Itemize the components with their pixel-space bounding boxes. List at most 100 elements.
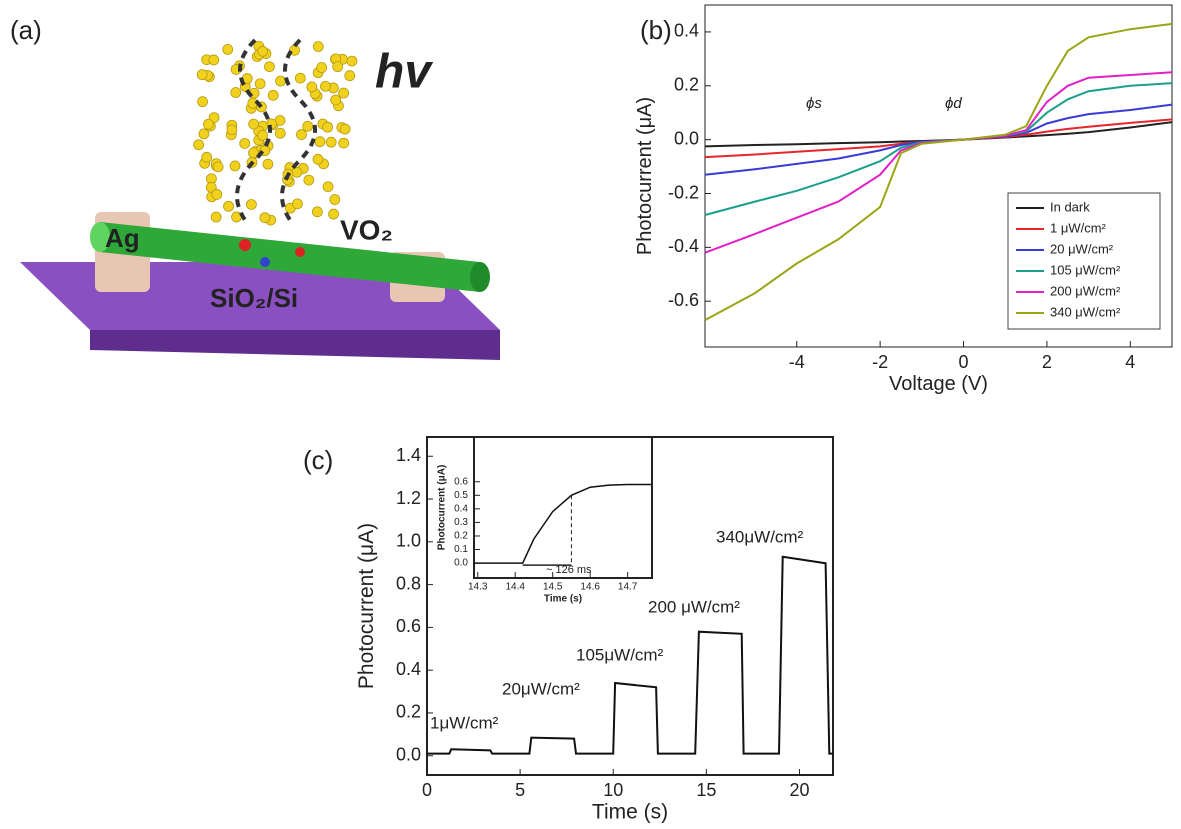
photon — [320, 81, 330, 91]
x-tick-label: 10 — [603, 780, 623, 800]
annotation: 1μW/cm² — [430, 713, 499, 732]
photon — [255, 79, 265, 89]
photon — [307, 82, 317, 92]
photon — [295, 73, 305, 83]
photon — [211, 212, 221, 222]
nanowire-end — [470, 262, 490, 292]
photon — [312, 207, 322, 217]
photon — [339, 138, 349, 148]
annotation: 20μW/cm² — [502, 679, 580, 698]
photon — [276, 76, 286, 86]
photon — [213, 162, 223, 172]
y-tick-label: 0.8 — [396, 573, 421, 593]
photon — [340, 124, 350, 134]
photon — [317, 63, 327, 73]
y-axis-label: Photocurrent (μA) — [634, 97, 656, 255]
photon — [313, 42, 323, 52]
x-tick-label: 4 — [1125, 352, 1135, 372]
ag-label: Ag — [105, 223, 140, 253]
photon — [198, 97, 208, 107]
y-tick-label: 0.6 — [396, 616, 421, 636]
x-tick-label: 0 — [959, 352, 969, 372]
photon — [203, 119, 213, 129]
photon — [296, 130, 306, 140]
x-tick-label: 14.5 — [543, 582, 563, 593]
y-tick-label: 1.2 — [396, 488, 421, 508]
photon — [197, 70, 207, 80]
y-axis-label: Photocurrent (μA) — [437, 465, 448, 551]
annotation: 200 μW/cm² — [648, 597, 740, 616]
photon — [333, 62, 343, 72]
y-tick-label: -0.6 — [668, 290, 699, 310]
photon — [275, 128, 285, 138]
y-tick-label: 0.4 — [454, 503, 468, 514]
hole — [260, 257, 270, 267]
photon — [199, 129, 209, 139]
photon — [303, 121, 313, 131]
y-axis-label: Photocurrent (μA) — [355, 523, 378, 689]
photon — [313, 154, 323, 164]
x-tick-label: 5 — [515, 780, 525, 800]
photon — [223, 44, 233, 54]
x-tick-label: 15 — [696, 780, 716, 800]
photon — [331, 95, 341, 105]
y-tick-label: -0.2 — [668, 182, 699, 202]
substrate-edge — [90, 330, 500, 360]
annotation: 340μW/cm² — [716, 527, 804, 546]
photon — [246, 199, 256, 209]
photon — [240, 138, 250, 148]
y-tick-label: 0.5 — [454, 490, 468, 501]
photon — [330, 195, 340, 205]
y-tick-label: 0.6 — [454, 476, 468, 487]
panel-label: (c) — [303, 445, 333, 475]
x-tick-label: 2 — [1042, 352, 1052, 372]
photons — [194, 41, 357, 225]
photon — [323, 182, 333, 192]
y-tick-label: 1.4 — [396, 445, 421, 465]
photon — [263, 159, 273, 169]
legend-label: 1 μW/cm² — [1050, 220, 1107, 235]
y-tick-label: 0.4 — [396, 659, 421, 679]
y-tick-label: 0.3 — [454, 517, 468, 528]
legend-label: 200 μW/cm² — [1050, 283, 1121, 298]
y-tick-label: 0.2 — [396, 702, 421, 722]
photon — [264, 62, 274, 72]
photon — [249, 119, 259, 129]
x-tick-label: 14.3 — [468, 582, 488, 593]
y-tick-label: 0.0 — [674, 128, 699, 148]
hv-label: hv — [375, 46, 433, 99]
y-tick-label: 0.0 — [454, 558, 468, 569]
photon — [209, 55, 219, 65]
y-tick-label: 0.1 — [454, 544, 468, 555]
photon — [345, 71, 355, 81]
illustration: (a) hv Ag VO₂ SiO₂/Si — [10, 15, 500, 360]
photon — [329, 209, 339, 219]
panel-label: (a) — [10, 15, 42, 45]
plot-frame — [474, 437, 652, 578]
photon — [258, 130, 268, 140]
legend-label: 105 μW/cm² — [1050, 262, 1121, 277]
photon — [227, 125, 237, 135]
legend-label: 20 μW/cm² — [1050, 241, 1114, 256]
legend-label: 340 μW/cm² — [1050, 304, 1121, 319]
photon — [292, 167, 302, 177]
y-tick-label: 0.2 — [454, 531, 468, 542]
photon — [194, 140, 204, 150]
annotation: ~ 126 ms — [546, 564, 592, 576]
photon — [230, 161, 240, 171]
electron — [239, 239, 251, 251]
y-tick-label: 0.0 — [396, 744, 421, 764]
panel-label: (b) — [640, 15, 672, 45]
vo2-label: VO₂ — [340, 214, 393, 245]
substrate-label: SiO₂/Si — [210, 283, 298, 313]
y-tick-label: -0.4 — [668, 236, 699, 256]
photon — [212, 189, 222, 199]
y-tick-label: 0.4 — [674, 21, 699, 41]
x-axis-label: Time (s) — [592, 800, 668, 823]
x-tick-label: 14.7 — [618, 582, 638, 593]
figure: (a) hv Ag VO₂ SiO₂/Si -4-2024-0.6-0.4-0.… — [0, 0, 1181, 829]
x-tick-label: -4 — [789, 352, 805, 372]
electron — [295, 247, 305, 257]
legend-label: In dark — [1050, 199, 1090, 214]
